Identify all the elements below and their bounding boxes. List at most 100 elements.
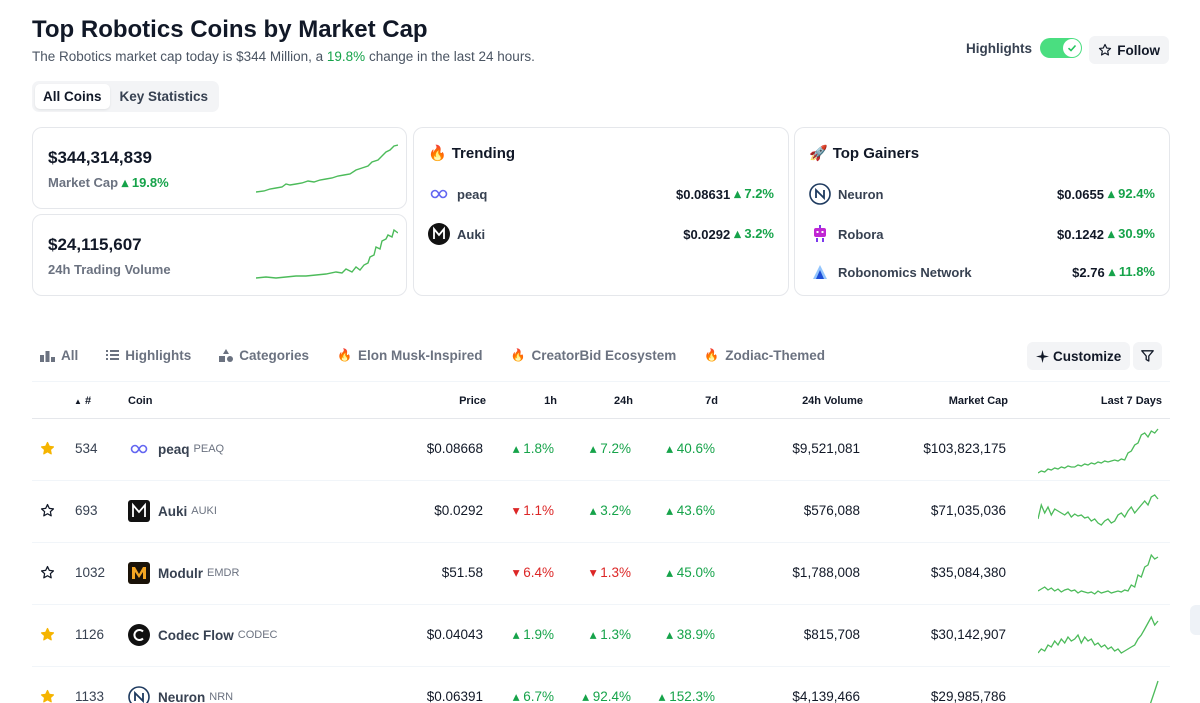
trending-change: ▴ 3.2%	[734, 226, 774, 241]
sparkline-7d	[1038, 553, 1159, 595]
trending-price: $0.08631	[675, 186, 731, 202]
table-row[interactable]: 1133 Neuron NRN $0.06391 ▴ 6.7% ▴ 92.4% ▴ 152.…	[32, 667, 1170, 703]
coin-price: $0.04043	[426, 627, 483, 642]
header-24h[interactable]: 24h	[614, 395, 633, 407]
change-7d: ▴ 43.6%	[666, 503, 715, 518]
header-rank[interactable]: ▲ #	[74, 395, 92, 407]
filter-all[interactable]: All	[40, 340, 78, 370]
table-header: ▲ # Coin Price 1h 24h 7d 24h Volume Mark…	[32, 381, 1170, 419]
trending-name: Auki	[457, 226, 486, 242]
star-filled-icon[interactable]	[40, 689, 55, 703]
gainer-item[interactable]: Neuron $0.0655 ▴ 92.4%	[809, 182, 1155, 206]
table-row[interactable]: 1126 Codec Flow CODEC $0.04043 ▴ 1.9% ▴ 1.3% ▴…	[32, 605, 1170, 667]
follow-button[interactable]: Follow	[1089, 36, 1169, 64]
highlights-control: Highlights	[966, 38, 1082, 58]
fire-icon: 🔥	[510, 348, 526, 362]
subtitle-prefix: The Robotics market cap today is $344 Mi…	[32, 49, 324, 64]
change-24h: ▴ 7.2%	[589, 441, 631, 456]
coin-name[interactable]: Codec Flow	[158, 627, 234, 643]
tab-key-statistics[interactable]: Key Statistics	[119, 89, 209, 104]
gainer-price: $2.76	[1072, 264, 1105, 280]
filter-button[interactable]	[1133, 342, 1162, 370]
coin-volume: $1,788,008	[792, 565, 860, 580]
coin-price: $51.58	[441, 565, 483, 580]
header-last-7-days: Last 7 Days	[1100, 395, 1162, 407]
trending-price: $0.0292	[683, 226, 731, 242]
table-row[interactable]: 1032 Modulr EMDR $51.58 ▾ 6.4% ▾ 1.3% ▴ 45.0% $…	[32, 543, 1170, 605]
market-cap-value: $344,314,839	[48, 148, 152, 167]
coin-rank: 534	[75, 441, 98, 456]
header-24h-volume[interactable]: 24h Volume	[802, 395, 863, 407]
header-7d[interactable]: 7d	[705, 395, 718, 407]
change-7d: ▴ 38.9%	[666, 627, 715, 642]
coin-cell[interactable]: Auki AUKI	[128, 500, 217, 522]
sparkline-7d	[1149, 680, 1159, 703]
coin-volume: $815,708	[803, 627, 860, 642]
change-24h: ▾ 1.3%	[589, 565, 631, 580]
trending-title: 🔥 Trending	[428, 144, 516, 163]
coin-volume: $9,521,081	[792, 441, 860, 456]
gainer-item[interactable]: Robonomics Network $2.76 ▴ 11.8%	[809, 260, 1155, 284]
page-title: Top Robotics Coins by Market Cap	[32, 16, 428, 43]
filter-highlights[interactable]: Highlights	[106, 340, 191, 370]
coin-name[interactable]: peaq	[158, 441, 190, 457]
header-price[interactable]: Price	[459, 395, 486, 407]
coin-cell[interactable]: Modulr EMDR	[128, 562, 239, 584]
trending-item[interactable]: Auki $0.0292 ▴ 3.2%	[428, 222, 774, 246]
peaq-logo-icon	[128, 438, 150, 460]
coin-rank: 1126	[75, 627, 105, 642]
header-1h[interactable]: 1h	[544, 395, 557, 407]
tab-all-coins[interactable]: All Coins	[35, 84, 110, 109]
codec-logo-icon	[128, 624, 150, 646]
coin-market-cap: $30,142,907	[930, 627, 1006, 642]
header-coin[interactable]: Coin	[128, 395, 153, 407]
auki-logo-icon	[428, 223, 450, 245]
change-1h: ▾ 6.4%	[512, 565, 554, 580]
gainer-change: ▴ 11.8%	[1108, 264, 1155, 279]
coin-name[interactable]: Neuron	[158, 689, 206, 703]
change-24h: ▴ 92.4%	[582, 689, 631, 703]
change-7d: ▴ 152.3%	[658, 689, 715, 703]
coin-name[interactable]: Auki	[158, 503, 188, 519]
coin-cell[interactable]: peaq PEAQ	[128, 438, 224, 460]
top-gainers-card: 🚀 Top Gainers Neuron $0.0655 ▴ 92.4% Robo…	[794, 127, 1170, 296]
filter-creatorbid-ecosystem[interactable]: 🔥 CreatorBid Ecosystem	[510, 347, 677, 363]
table-row[interactable]: 693 Auki AUKI $0.0292 ▾ 1.1% ▴ 3.2% ▴ 43.6% $57…	[32, 481, 1170, 543]
change-24h: ▴ 3.2%	[589, 503, 631, 518]
table-row[interactable]: 534 peaq PEAQ $0.08668 ▴ 1.8% ▴ 7.2% ▴ 40.6% $9…	[32, 419, 1170, 481]
view-tabs: All Coins Key Statistics	[32, 81, 220, 112]
coin-symbol: EMDR	[207, 567, 240, 579]
volume-value: $24,115,607	[48, 235, 142, 254]
filter-elon-musk-inspired[interactable]: 🔥 Elon Musk-Inspired	[337, 347, 483, 363]
trending-item[interactable]: peaq $0.08631 ▴ 7.2%	[428, 182, 774, 206]
bar-chart-icon	[40, 350, 55, 362]
coin-market-cap: $71,035,036	[930, 503, 1006, 518]
star-filled-icon[interactable]	[40, 627, 55, 645]
robora-logo-icon	[809, 223, 831, 245]
coin-cell[interactable]: Codec Flow CODEC	[128, 624, 278, 646]
star-outline-icon[interactable]	[40, 565, 55, 583]
star-filled-icon[interactable]	[40, 441, 55, 459]
coin-cell[interactable]: Neuron NRN	[128, 686, 233, 703]
sparkline-7d	[1038, 428, 1159, 474]
coin-name[interactable]: Modulr	[158, 565, 203, 581]
customize-button[interactable]: Customize	[1027, 342, 1131, 370]
change-1h: ▴ 1.8%	[512, 441, 554, 456]
market-cap-label: Market Cap	[48, 175, 119, 190]
coin-symbol: PEAQ	[193, 443, 225, 455]
star-outline-icon[interactable]	[40, 503, 55, 521]
coin-rank: 693	[75, 503, 98, 518]
gainer-name: Robonomics Network	[838, 264, 972, 280]
change-24h: ▴ 1.3%	[589, 627, 631, 642]
auki-logo-icon	[128, 500, 150, 522]
filter-zodiac-themed[interactable]: 🔥 Zodiac-Themed	[704, 347, 825, 363]
volume-sparkline	[256, 228, 398, 279]
header-market-cap[interactable]: Market Cap	[948, 395, 1008, 407]
market-cap-card: $344,314,839 Market Cap ▴ 19.8%	[32, 127, 407, 209]
gainer-item[interactable]: Robora $0.1242 ▴ 30.9%	[809, 222, 1155, 246]
gainer-name: Neuron	[838, 186, 884, 202]
highlights-toggle[interactable]	[1040, 38, 1082, 58]
change-1h: ▴ 1.9%	[512, 627, 554, 642]
filter-categories[interactable]: Categories	[219, 340, 309, 370]
side-scroll-tab[interactable]	[1190, 605, 1200, 635]
